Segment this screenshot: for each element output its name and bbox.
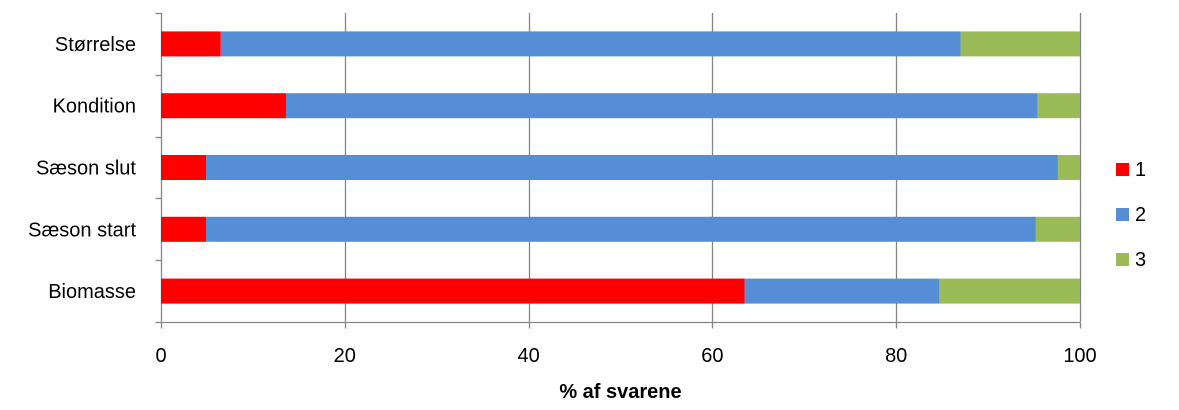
bar-segment-series-2 — [220, 31, 961, 57]
x-tick-label: 20 — [334, 345, 356, 367]
bars — [161, 31, 1080, 304]
x-axis-title: % af svarene — [559, 381, 681, 403]
bar-segment-series-2 — [285, 93, 1038, 119]
bar-segment-series-3 — [1057, 155, 1080, 180]
legend-label: 1 — [1135, 159, 1146, 181]
bar-segment-series-1 — [161, 278, 745, 304]
y-category-label: Kondition — [53, 96, 136, 118]
bar-segment-series-2 — [744, 278, 940, 304]
legend: 1 2 3 — [1116, 159, 1146, 271]
x-tick-label: 0 — [155, 345, 166, 367]
legend-label: 3 — [1135, 249, 1146, 271]
y-category-label: Biomasse — [48, 281, 136, 303]
legend-label: 2 — [1135, 204, 1146, 226]
legend-swatch — [1116, 208, 1129, 221]
bar-segment-series-3 — [960, 31, 1080, 57]
bar-segment-series-1 — [161, 31, 221, 57]
bar-segment-series-3 — [1035, 216, 1080, 242]
y-category-label: Sæson start — [28, 219, 136, 241]
bar-segment-series-2 — [206, 155, 1058, 180]
y-category-label: Sæson slut — [36, 158, 136, 180]
y-category-label: Størrelse — [55, 34, 136, 56]
x-tick-label: 60 — [701, 345, 723, 367]
bar-segment-series-1 — [161, 216, 207, 242]
x-tick-label: 100 — [1063, 345, 1096, 367]
bar-segment-series-1 — [161, 155, 207, 180]
x-tick-label: 80 — [885, 345, 907, 367]
legend-swatch — [1116, 253, 1129, 266]
bar-segment-series-1 — [161, 93, 286, 119]
bar-segment-series-2 — [206, 216, 1036, 242]
bar-segment-series-3 — [1037, 93, 1080, 119]
x-tick-label: 40 — [517, 345, 539, 367]
labels: 0 20 40 60 80 100 % af svarene Størrelse Konditi… — [28, 34, 1097, 403]
legend-swatch — [1116, 163, 1129, 176]
bar-segment-series-3 — [939, 278, 1080, 304]
